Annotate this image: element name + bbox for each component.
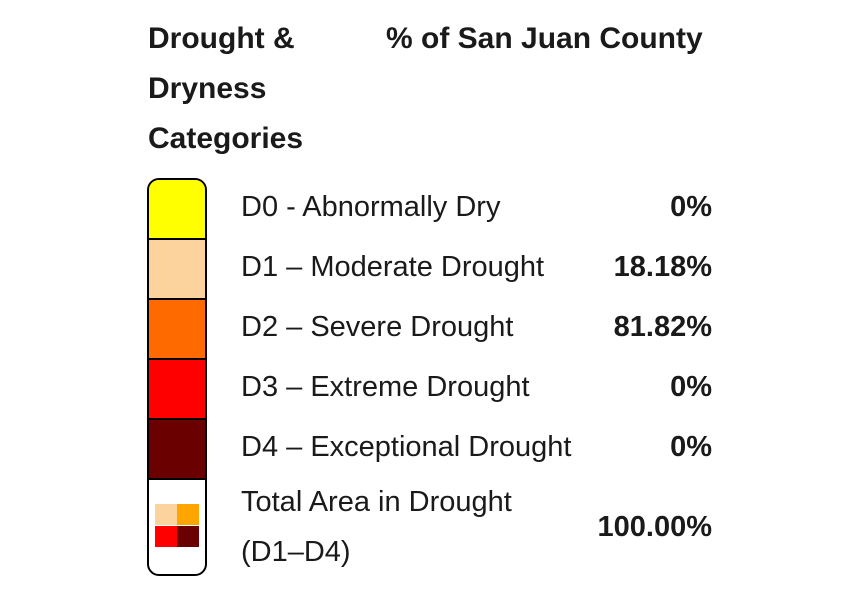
total-label: Total Area in Drought (D1–D4) [241, 486, 512, 568]
swatch-d2 [149, 300, 205, 360]
row-label-d1: D1 – Moderate Drought [241, 251, 545, 283]
mini-square-d1 [155, 504, 177, 525]
swatch-d1 [149, 240, 205, 300]
swatch-d4 [149, 420, 205, 480]
swatch-d0 [149, 180, 205, 240]
row-value-d0: 0% [670, 191, 712, 223]
row-value-d4: 0% [670, 431, 712, 463]
total-value: 100.00% [597, 511, 713, 543]
row-label-d4: D4 – Exceptional Drought [241, 431, 572, 463]
row-value-d3: 0% [670, 371, 712, 403]
category-column-header: Drought & Dryness Categories [148, 22, 304, 155]
mini-square-d3 [155, 526, 177, 547]
row-value-d2: 81.82% [613, 311, 712, 343]
legend-color-bar [147, 178, 207, 576]
swatch-d3 [149, 360, 205, 420]
mini-square-d4 [177, 526, 199, 547]
row-value-d1: 18.18% [613, 251, 712, 283]
row-label-d2: D2 – Severe Drought [241, 311, 514, 343]
row-label-d0: D0 - Abnormally Dry [241, 191, 501, 223]
area-column-header: % of San Juan County [386, 22, 703, 55]
drought-mini-grid-icon [149, 478, 205, 574]
mini-square-d2 [177, 504, 199, 525]
row-label-d3: D3 – Extreme Drought [241, 371, 530, 403]
